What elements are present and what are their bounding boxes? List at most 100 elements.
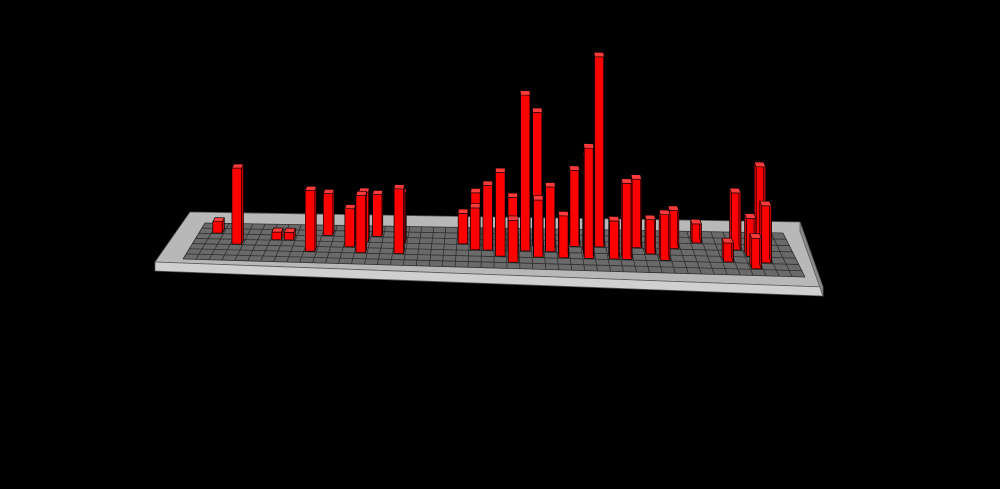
bar xyxy=(457,208,469,245)
bar-right xyxy=(592,143,595,259)
bar xyxy=(644,214,656,255)
bar xyxy=(520,90,531,252)
bar-top xyxy=(470,203,481,209)
bar-right xyxy=(403,184,405,254)
bar-top xyxy=(344,204,356,210)
bar-top xyxy=(558,211,569,217)
grid-line xyxy=(770,232,793,277)
bar-top xyxy=(532,107,543,113)
bar-right xyxy=(630,178,633,260)
bar xyxy=(507,215,519,263)
bar-front xyxy=(372,194,383,237)
bar-right xyxy=(367,187,370,242)
bar-top xyxy=(323,189,335,194)
grid-line xyxy=(234,223,254,261)
bar-right xyxy=(676,205,680,249)
bar xyxy=(608,216,620,260)
bar-right xyxy=(603,52,605,248)
bar-top xyxy=(482,180,493,186)
grid-line xyxy=(186,253,802,272)
bar-top xyxy=(304,185,317,191)
bar xyxy=(749,233,762,270)
bar-front xyxy=(545,186,556,252)
bar-right xyxy=(759,233,762,270)
grid-line xyxy=(325,225,338,264)
bar-front xyxy=(457,213,469,245)
bar xyxy=(470,203,481,251)
grid-line xyxy=(286,224,302,263)
bar-front xyxy=(344,208,355,248)
bar xyxy=(393,184,405,254)
grid-line xyxy=(415,226,423,266)
grid-line xyxy=(454,227,459,267)
grid-line xyxy=(376,226,387,265)
bar-front xyxy=(520,94,531,252)
bar-right xyxy=(405,188,407,243)
grid-line xyxy=(201,227,787,240)
bar-top xyxy=(393,184,405,190)
bar-right xyxy=(617,216,620,260)
bar-top xyxy=(212,217,225,222)
bar-top xyxy=(749,233,762,239)
grid-line xyxy=(247,223,266,262)
bar xyxy=(593,51,605,248)
bar-front xyxy=(631,178,642,248)
grid-line xyxy=(782,232,806,278)
bar-right xyxy=(578,165,580,247)
bar-front xyxy=(558,215,569,259)
bar-front xyxy=(482,185,493,251)
bar-front xyxy=(507,219,519,263)
bar xyxy=(721,237,734,263)
grid-line xyxy=(686,231,702,275)
bar-top xyxy=(753,161,767,168)
grid-line xyxy=(195,238,793,253)
bar-front xyxy=(271,231,282,240)
bar xyxy=(344,204,356,248)
grid-line xyxy=(364,225,374,265)
bar xyxy=(482,180,493,251)
bar-right xyxy=(381,190,384,237)
bar xyxy=(558,211,569,259)
bar-top xyxy=(690,218,702,225)
bars-layer xyxy=(212,51,772,270)
bar-right xyxy=(354,204,356,248)
bar-top xyxy=(372,190,384,195)
bar xyxy=(583,143,595,259)
bar-top xyxy=(569,165,580,171)
bar xyxy=(729,187,742,251)
bar-top xyxy=(729,187,742,194)
bar-right xyxy=(654,215,656,255)
bar-front xyxy=(583,147,595,259)
bar xyxy=(690,218,702,244)
bar xyxy=(355,190,368,253)
grid-line xyxy=(402,226,411,266)
bar-front xyxy=(231,167,242,245)
bar-right xyxy=(640,174,642,248)
bar xyxy=(569,165,580,247)
bar-top xyxy=(721,237,734,244)
bar xyxy=(284,227,296,241)
grid-line xyxy=(428,226,435,267)
grid-line xyxy=(480,227,483,268)
bar-right xyxy=(241,163,244,245)
bar xyxy=(271,227,284,240)
bar-top xyxy=(355,190,368,196)
bar-top xyxy=(544,182,556,188)
bar-top xyxy=(593,51,605,58)
grid-line xyxy=(182,222,206,260)
bar xyxy=(532,195,544,258)
bar-front xyxy=(323,193,334,236)
bar-front xyxy=(594,56,605,248)
grid-line xyxy=(208,223,230,260)
bar-front xyxy=(569,169,580,247)
grid-line xyxy=(204,222,784,234)
bar xyxy=(544,182,556,252)
grid-line xyxy=(189,248,799,265)
bar-top xyxy=(532,195,544,201)
bar-right xyxy=(567,211,569,259)
bar-top xyxy=(470,188,481,194)
bar-top xyxy=(630,174,642,180)
bar-top xyxy=(744,213,757,219)
grid-line xyxy=(182,258,806,278)
